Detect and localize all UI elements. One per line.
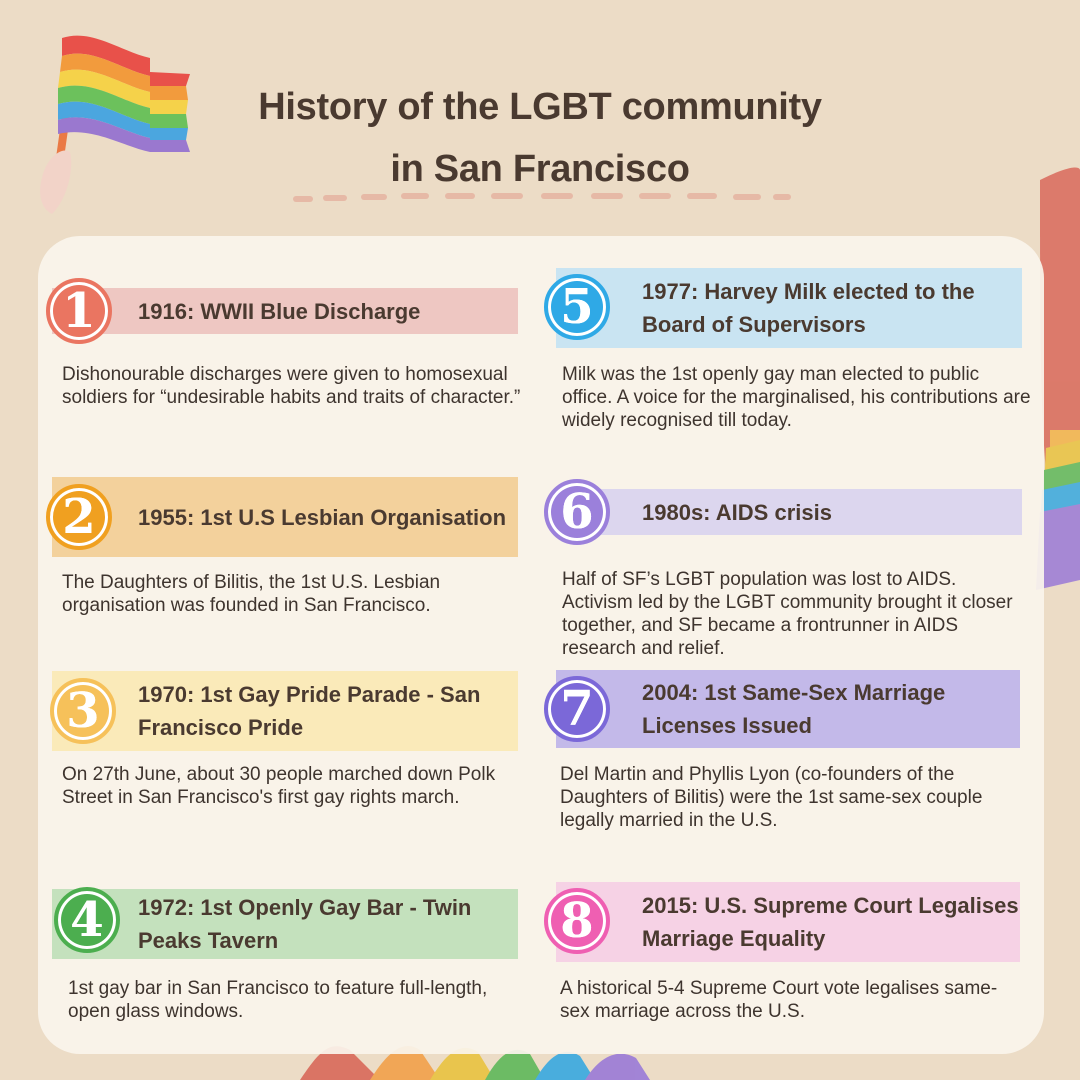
number-3-badge: 3 xyxy=(50,678,116,744)
event-2-heading-band: 1955: 1st U.S Lesbian Organisation xyxy=(52,477,518,557)
event-6-heading-band: 1980s: AIDS crisis xyxy=(556,489,1022,535)
page-title: History of the LGBT community in San Fra… xyxy=(200,76,880,200)
event-6-description: Half of SF’s LGBT population was lost to… xyxy=(562,569,1013,659)
event-8-heading: 2015: U.S. Supreme Court Legalises Marri… xyxy=(642,893,1019,951)
event-4-heading-band: 1972: 1st Openly Gay Bar - Twin Peaks Ta… xyxy=(52,889,518,959)
event-2-heading: 1955: 1st U.S Lesbian Organisation xyxy=(138,504,507,530)
event-1-heading-band: 1916: WWII Blue Discharge xyxy=(52,288,518,334)
event-6-heading: 1980s: AIDS crisis xyxy=(642,499,832,525)
event-4-heading: 1972: 1st Openly Gay Bar - Twin Peaks Ta… xyxy=(138,895,472,953)
number-8-badge: 8 xyxy=(544,888,610,954)
dashed-divider xyxy=(293,193,791,202)
event-5-description: Milk was the 1st openly gay man elected … xyxy=(562,364,1031,431)
number-7-badge: 7 xyxy=(544,676,610,742)
event-8-heading-band: 2015: U.S. Supreme Court Legalises Marri… xyxy=(556,882,1020,962)
event-1-heading: 1916: WWII Blue Discharge xyxy=(138,298,421,324)
event-1-description: Dishonourable discharges were given to h… xyxy=(62,364,521,408)
event-7-description: Del Martin and Phyllis Lyon (co-founders… xyxy=(560,764,983,831)
event-5-heading-band: 1977: Harvey Milk elected to the Board o… xyxy=(556,268,1022,348)
event-3-heading-band: 1970: 1st Gay Pride Parade - San Francis… xyxy=(52,671,518,751)
event-7-heading: 2004: 1st Same-Sex Marriage Licenses Iss… xyxy=(642,680,946,738)
number-2-badge: 2 xyxy=(46,484,112,550)
event-4-description: 1st gay bar in San Francisco to feature … xyxy=(68,978,488,1022)
event-5-heading: 1977: Harvey Milk elected to the Board o… xyxy=(642,279,975,337)
number-5-badge: 5 xyxy=(544,274,610,340)
page-title-line-1: History of the LGBT community xyxy=(258,86,822,128)
event-8-description: A historical 5-4 Supreme Court vote lega… xyxy=(560,978,998,1022)
number-6-badge: 6 xyxy=(544,479,610,545)
pride-flag-icon xyxy=(40,35,190,214)
number-1-badge: 1 xyxy=(46,278,112,344)
event-3-heading: 1970: 1st Gay Pride Parade - San Francis… xyxy=(138,682,481,740)
event-7-heading-band: 2004: 1st Same-Sex Marriage Licenses Iss… xyxy=(556,670,1020,748)
event-2-description: The Daughters of Bilitis, the 1st U.S. L… xyxy=(62,572,441,616)
page-title-line-2: in San Francisco xyxy=(390,148,690,190)
number-4-badge: 4 xyxy=(54,887,120,953)
event-3-description: On 27th June, about 30 people marched do… xyxy=(62,764,496,808)
